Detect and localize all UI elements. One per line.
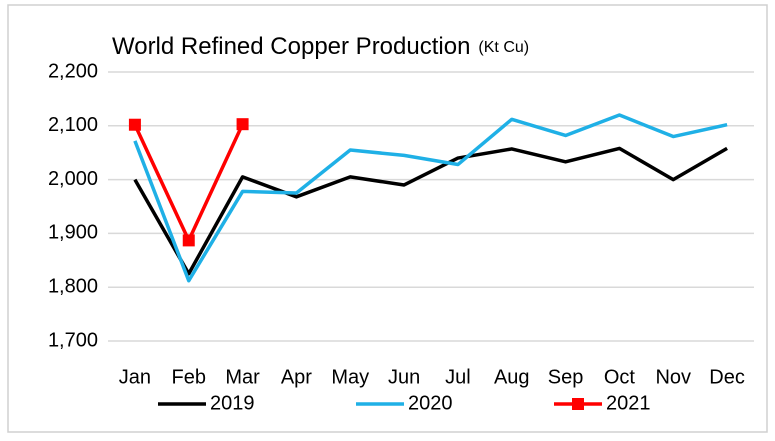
chart-title: World Refined Copper Production (Kt Cu) (112, 33, 529, 60)
x-tick-label: Aug (494, 366, 530, 388)
y-tick-label: 1,800 (48, 275, 98, 297)
x-tick-label: Sep (548, 366, 584, 388)
series-line (133, 146, 728, 276)
y-tick-label: 2,100 (48, 114, 98, 136)
y-tick-label: 1,900 (48, 222, 98, 244)
legend-marker (572, 398, 584, 410)
legend-label: 2019 (210, 392, 255, 414)
x-tick-label: Dec (709, 366, 745, 388)
x-tick-label: Jan (119, 366, 151, 388)
legend-label: 2020 (408, 392, 453, 414)
y-tick-label: 1,700 (48, 329, 98, 351)
x-tick-label: Jun (388, 366, 420, 388)
series-marker (128, 118, 141, 131)
subtitle-text: (Kt Cu) (478, 39, 529, 56)
y-tick-label: 2,200 (48, 60, 98, 82)
x-tick-label: May (331, 366, 369, 388)
series-marker (236, 118, 249, 131)
x-tick-label: Oct (604, 366, 636, 388)
series-marker (182, 234, 195, 247)
x-tick-label: Feb (172, 366, 206, 388)
x-tick-label: Mar (225, 366, 260, 388)
y-tick-label: 2,000 (48, 168, 98, 190)
x-tick-label: Apr (281, 366, 312, 388)
x-tick-label: Nov (655, 366, 691, 388)
x-tick-label: Jul (445, 366, 471, 388)
legend-label: 2021 (606, 392, 651, 414)
series-line (133, 113, 728, 283)
chart-border (7, 4, 768, 433)
title-text: World Refined Copper Production (112, 33, 470, 60)
